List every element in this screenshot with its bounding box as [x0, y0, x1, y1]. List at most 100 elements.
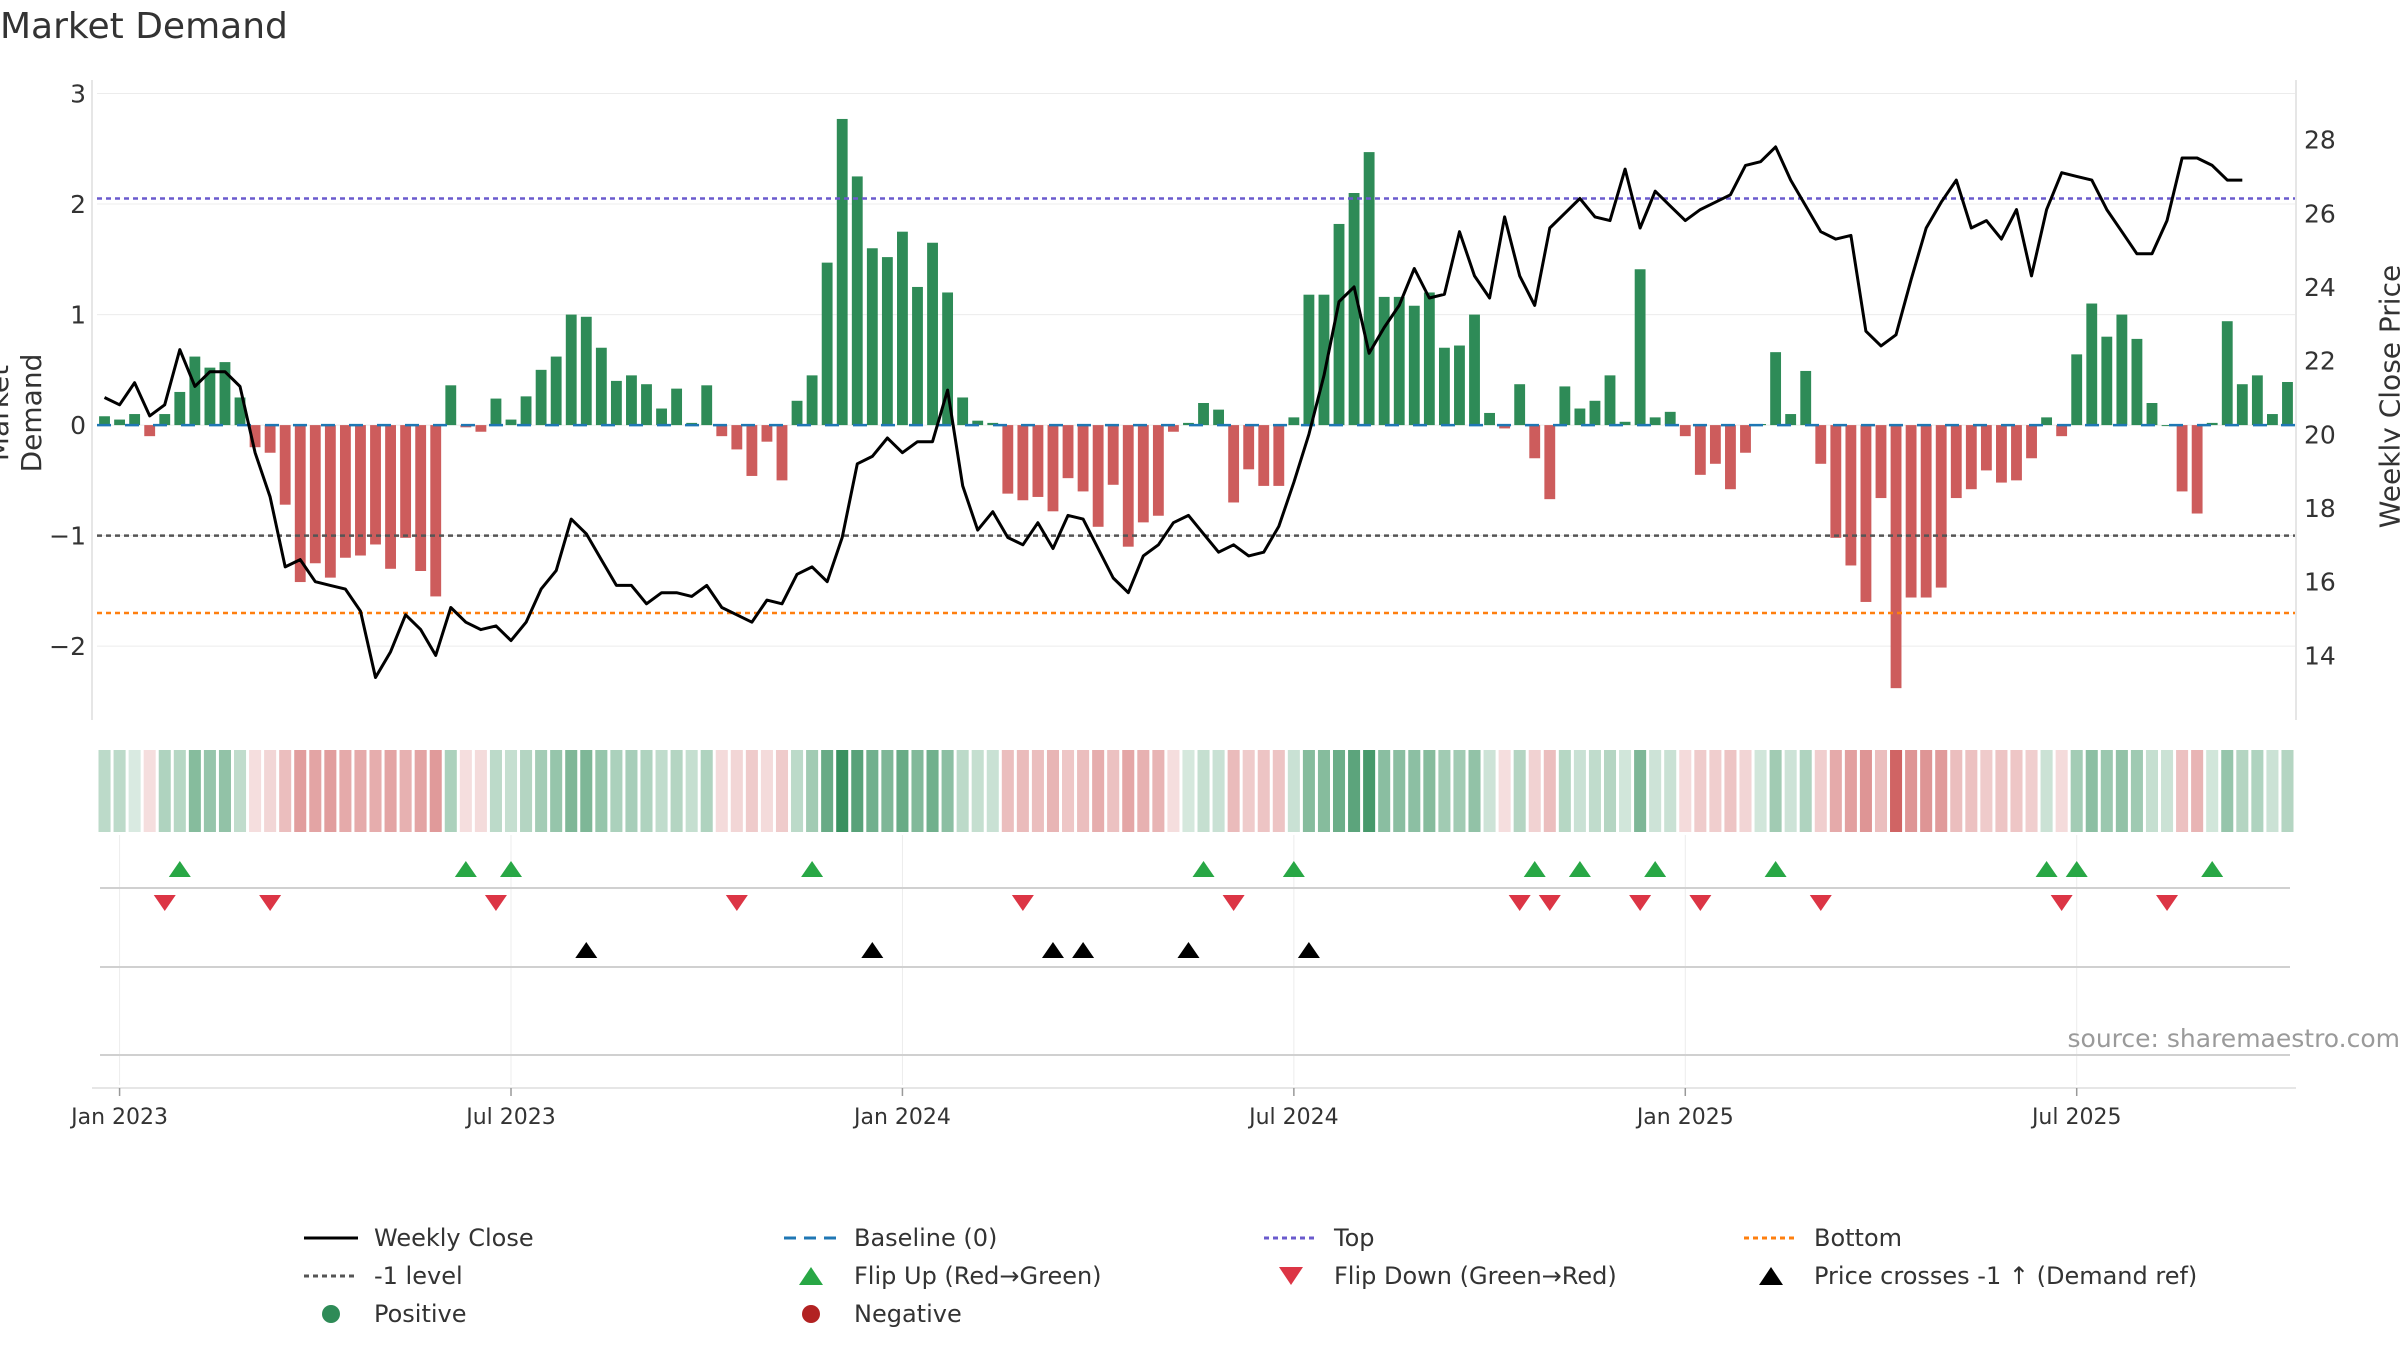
demand-bar	[1544, 425, 1556, 500]
strip-cell	[354, 750, 367, 832]
demand-bar	[1905, 425, 1917, 598]
demand-bar	[1438, 347, 1450, 426]
strip-cell	[2085, 750, 2098, 832]
demand-bar	[1243, 425, 1255, 470]
y-tick-label-right: 18	[2304, 494, 2336, 523]
demand-bar	[1740, 425, 1751, 453]
y-tick-label-left: 2	[70, 190, 86, 219]
strip-cell	[1980, 750, 1993, 832]
strip-cell	[1573, 750, 1586, 832]
strip-cell	[1092, 750, 1105, 832]
demand-bar	[99, 416, 110, 426]
strip-cell	[1287, 750, 1300, 832]
demand-bar	[580, 316, 592, 426]
demand-bar	[2161, 425, 2173, 427]
strip-cell	[550, 750, 563, 832]
strip-cell	[1332, 750, 1346, 832]
x-tick-label: Jan 2025	[1635, 1105, 1734, 1130]
demand-bar	[1002, 425, 1014, 494]
demand-bar	[189, 356, 201, 426]
demand-bar	[1890, 425, 1902, 689]
legend-swatch-dotted	[300, 1261, 362, 1291]
strip-cell	[670, 750, 683, 832]
legend-label: Negative	[854, 1300, 962, 1328]
demand-bar	[2041, 417, 2053, 426]
demand-bar	[279, 425, 291, 505]
strip-cell	[2161, 750, 2174, 832]
demand-bar	[385, 425, 396, 569]
demand-bar	[234, 397, 246, 426]
strip-cell	[866, 750, 879, 832]
strip-cell	[715, 750, 728, 832]
demand-bar	[671, 388, 683, 426]
legend-item-positive: Positive	[300, 1296, 467, 1332]
demand-bar	[881, 257, 893, 426]
legend-item-negative: Negative	[780, 1296, 962, 1332]
strip-cell	[2206, 750, 2219, 832]
strip-cell	[1227, 750, 1240, 832]
demand-bar	[972, 420, 984, 426]
price-cross-marker	[1041, 942, 1064, 958]
strip-cell	[1890, 750, 1903, 832]
demand-bar	[490, 398, 502, 426]
strip-cell	[2070, 750, 2083, 832]
flip-up-marker	[1192, 861, 1215, 877]
demand-bar	[2086, 303, 2098, 426]
demand-bar	[294, 425, 306, 583]
demand-bar	[1664, 411, 1676, 426]
strip-cell	[1829, 750, 1842, 832]
strip-cell	[1001, 750, 1014, 832]
demand-bar	[520, 396, 532, 426]
strip-cell	[1543, 750, 1556, 832]
strip-cell	[324, 750, 337, 832]
demand-bar	[475, 425, 487, 432]
legend-label: Top	[1334, 1224, 1375, 1252]
y-axis-label-right: Weekly Close Price	[2373, 264, 2400, 529]
strip-cell	[1016, 750, 1029, 832]
strip-cell	[249, 750, 262, 832]
x-tick-label: Jul 2023	[464, 1105, 556, 1130]
demand-bar	[1574, 408, 1586, 426]
strip-cell	[1062, 750, 1075, 832]
source-credit: source: sharemaestro.com	[2067, 1024, 2400, 1053]
strip-cell	[580, 750, 593, 832]
flip-down-marker	[1809, 895, 1832, 911]
demand-bar	[144, 425, 156, 437]
y-tick-label-right: 28	[2304, 126, 2336, 155]
strip-cell	[1393, 750, 1406, 832]
legend-item-weekly-close: Weekly Close	[300, 1220, 534, 1256]
demand-bar	[1152, 425, 1164, 516]
strip-cell	[1558, 750, 1571, 832]
strip-cell	[1408, 750, 1421, 832]
demand-bar	[1499, 425, 1511, 429]
strip-cell	[610, 750, 623, 832]
strip-cell	[2145, 750, 2159, 832]
strip-cell	[1619, 750, 1632, 832]
strip-cell	[1031, 750, 1044, 832]
strip-cell	[1709, 750, 1722, 832]
demand-bar	[1604, 375, 1616, 426]
legend-label: Price crosses -1 ↑ (Demand ref)	[1814, 1262, 2198, 1290]
strip-cell	[1378, 750, 1391, 832]
strip-cell	[1242, 750, 1255, 832]
demand-bar	[836, 118, 848, 426]
strip-cell	[700, 750, 713, 832]
flip-up-marker	[1764, 861, 1787, 877]
demand-bar	[2071, 354, 2083, 426]
demand-bar	[1860, 425, 1872, 602]
strip-cell	[1724, 750, 1737, 832]
flip-up-marker	[454, 861, 477, 877]
strip-cell	[1453, 750, 1466, 832]
strip-cell	[851, 750, 864, 832]
strip-cell	[1859, 750, 1872, 832]
legend-label: Weekly Close	[374, 1224, 534, 1252]
demand-bar	[159, 414, 171, 426]
y-tick-label-right: 20	[2304, 420, 2336, 449]
strip-cell	[1920, 750, 1933, 832]
demand-bar	[1062, 425, 1074, 479]
flip-down-marker	[1689, 895, 1712, 911]
legend-item-bottom: Bottom	[1740, 1220, 1902, 1256]
strip-cell	[1664, 750, 1677, 832]
y-tick-label-left: 3	[70, 80, 86, 109]
legend-label: Bottom	[1814, 1224, 1903, 1252]
